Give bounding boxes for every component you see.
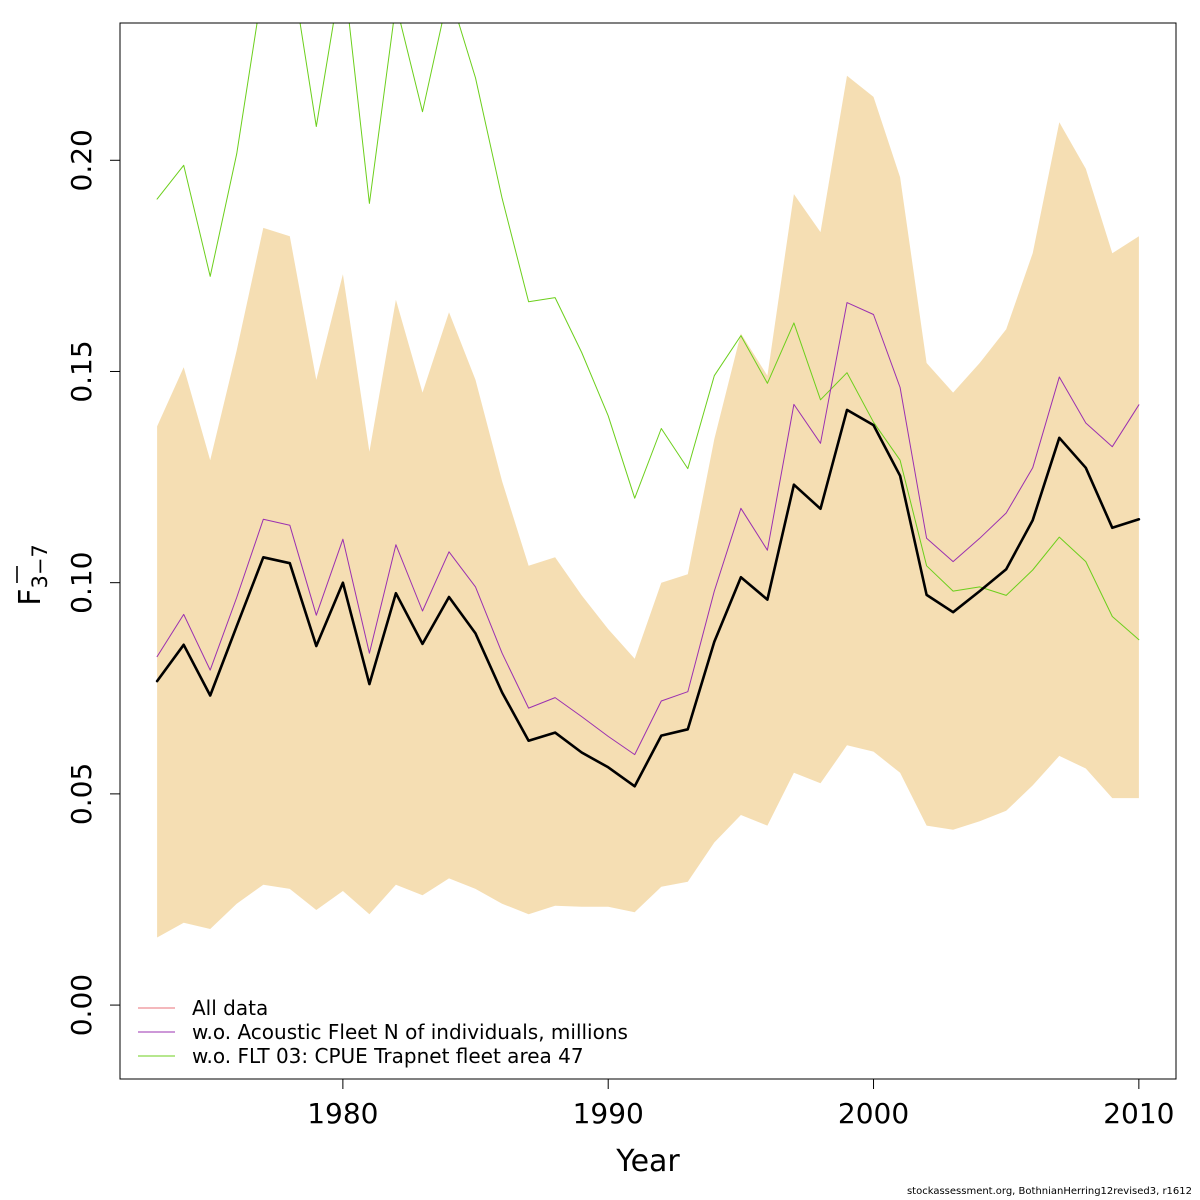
svg-text:F3−7: F3−7 bbox=[13, 544, 52, 606]
y-axis-title-main: F bbox=[13, 589, 48, 606]
confidence-band-layer bbox=[157, 75, 1139, 938]
y-tick-label-0: 0.00 bbox=[65, 974, 98, 1036]
x-tick-label-1990: 1990 bbox=[573, 1097, 644, 1130]
y-axis: 0.00 0.05 0.10 0.15 0.20 bbox=[65, 129, 121, 1036]
y-axis-title-subscript: 3−7 bbox=[28, 544, 52, 588]
legend-label-1: w.o. Acoustic Fleet N of individuals, mi… bbox=[192, 1020, 628, 1044]
x-axis: 1980 1990 2000 2010 bbox=[307, 1078, 1174, 1130]
x-axis-title: Year bbox=[615, 1144, 680, 1179]
series-line-0 bbox=[155, 408, 1141, 788]
y-tick-label-3: 0.15 bbox=[65, 340, 98, 402]
y-axis-title: F3−7 bbox=[13, 544, 52, 606]
y-tick-label-1: 0.05 bbox=[65, 763, 98, 825]
series-line-1 bbox=[156, 302, 1140, 756]
credit-text: stockassessment.org, BothnianHerring12re… bbox=[906, 1186, 1192, 1197]
legend-label-0: All data bbox=[192, 996, 268, 1020]
x-tick-label-1980: 1980 bbox=[307, 1097, 378, 1130]
legend-label-2: w.o. FLT 03: CPUE Trapnet fleet area 47 bbox=[192, 1044, 584, 1068]
y-tick-label-2: 0.10 bbox=[65, 552, 98, 614]
series-layer bbox=[155, 23, 1141, 788]
series-line-2 bbox=[156, 23, 1140, 641]
x-tick-label-2010: 2010 bbox=[1103, 1097, 1174, 1130]
x-tick-label-2000: 2000 bbox=[838, 1097, 909, 1130]
y-tick-label-4: 0.20 bbox=[65, 129, 98, 191]
confidence-band bbox=[157, 75, 1139, 938]
